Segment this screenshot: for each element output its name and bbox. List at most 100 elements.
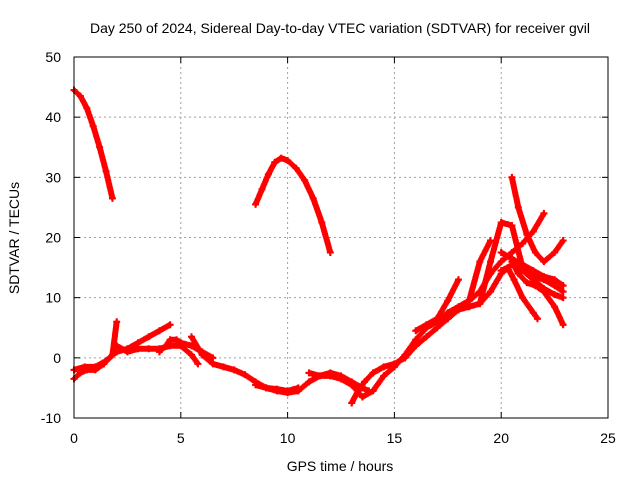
data-point — [360, 378, 368, 386]
data-point — [510, 276, 518, 284]
data-point — [292, 164, 300, 172]
data-point — [540, 258, 548, 266]
data-point — [534, 315, 542, 323]
series-arc-11 — [412, 276, 462, 335]
series-arc-2 — [252, 154, 334, 257]
data-point — [209, 360, 217, 368]
data-point — [76, 92, 84, 100]
data-point — [559, 321, 567, 329]
data-point — [177, 339, 185, 347]
series-arc-16 — [508, 173, 567, 266]
data-point — [162, 342, 170, 350]
data-point — [551, 303, 559, 311]
data-point — [209, 354, 217, 362]
data-point — [551, 291, 559, 299]
data-point — [529, 267, 537, 275]
data-point — [198, 351, 206, 359]
data-point — [134, 339, 142, 347]
data-point — [559, 282, 567, 290]
x-tick-label: 0 — [70, 430, 78, 446]
data-point — [155, 327, 163, 335]
data-point — [551, 282, 559, 290]
data-point — [380, 363, 388, 371]
data-point — [273, 385, 281, 393]
data-point — [102, 357, 110, 365]
data-point — [559, 237, 567, 245]
data-point — [187, 351, 195, 359]
data-point — [145, 333, 153, 341]
data-point — [454, 276, 462, 284]
data-point — [113, 318, 121, 326]
x-tick-label: 10 — [280, 430, 296, 446]
chart-title: Day 250 of 2024, Sidereal Day-to-day VTE… — [90, 20, 590, 36]
data-point — [519, 261, 527, 269]
data-point — [380, 372, 388, 380]
x-tick-label: 15 — [387, 430, 403, 446]
data-point — [433, 324, 441, 332]
grid-lines — [74, 57, 608, 418]
series-arc-8 — [252, 381, 302, 395]
series-arc-14 — [497, 249, 567, 290]
data-point — [508, 173, 516, 181]
data-point — [166, 321, 174, 329]
data-point — [523, 230, 531, 238]
data-point — [187, 333, 195, 341]
x-tick-label: 5 — [177, 430, 185, 446]
data-series — [70, 86, 567, 407]
data-point — [540, 288, 548, 296]
data-point — [258, 185, 266, 193]
series-arc-5 — [113, 342, 202, 368]
data-point — [551, 276, 559, 284]
y-tick-label: 0 — [53, 350, 61, 366]
series-arc-9 — [305, 369, 373, 395]
data-point — [81, 363, 89, 371]
data-point — [113, 348, 121, 356]
data-point — [83, 104, 91, 112]
data-point — [108, 194, 116, 202]
data-point — [487, 288, 495, 296]
data-point — [348, 399, 356, 407]
data-point — [264, 170, 272, 178]
data-point — [318, 218, 326, 226]
data-point — [305, 378, 313, 386]
data-point — [252, 200, 260, 208]
x-tick-label: 25 — [600, 430, 616, 446]
data-point — [551, 249, 559, 257]
data-point — [433, 315, 441, 323]
data-point — [241, 371, 249, 379]
data-point — [540, 209, 548, 217]
series-arc-17 — [508, 258, 567, 329]
data-point — [508, 249, 516, 257]
series-arc-12 — [454, 237, 495, 314]
data-point — [523, 279, 531, 287]
y-tick-label: -10 — [41, 410, 61, 426]
data-point — [497, 249, 505, 257]
data-point — [529, 309, 537, 317]
data-point — [284, 156, 292, 164]
data-point — [348, 378, 356, 386]
data-point — [514, 270, 522, 278]
y-tick-label: 50 — [45, 49, 61, 65]
data-point — [194, 360, 202, 368]
x-tick-label: 20 — [493, 430, 509, 446]
data-point — [497, 267, 505, 275]
data-point — [444, 309, 452, 317]
data-point — [559, 288, 567, 296]
data-point — [487, 237, 495, 245]
data-point — [305, 369, 313, 377]
data-point — [476, 300, 484, 308]
data-point — [540, 273, 548, 281]
data-point — [301, 176, 309, 184]
data-point — [252, 381, 260, 389]
data-point — [358, 393, 366, 401]
y-tick-label: 20 — [45, 230, 61, 246]
series-arc-4 — [70, 321, 174, 374]
data-point — [531, 249, 539, 257]
x-axis-label: GPS time / hours — [287, 458, 394, 474]
data-point — [444, 297, 452, 305]
data-point — [369, 369, 377, 377]
data-point — [277, 154, 285, 162]
data-point — [337, 372, 345, 380]
